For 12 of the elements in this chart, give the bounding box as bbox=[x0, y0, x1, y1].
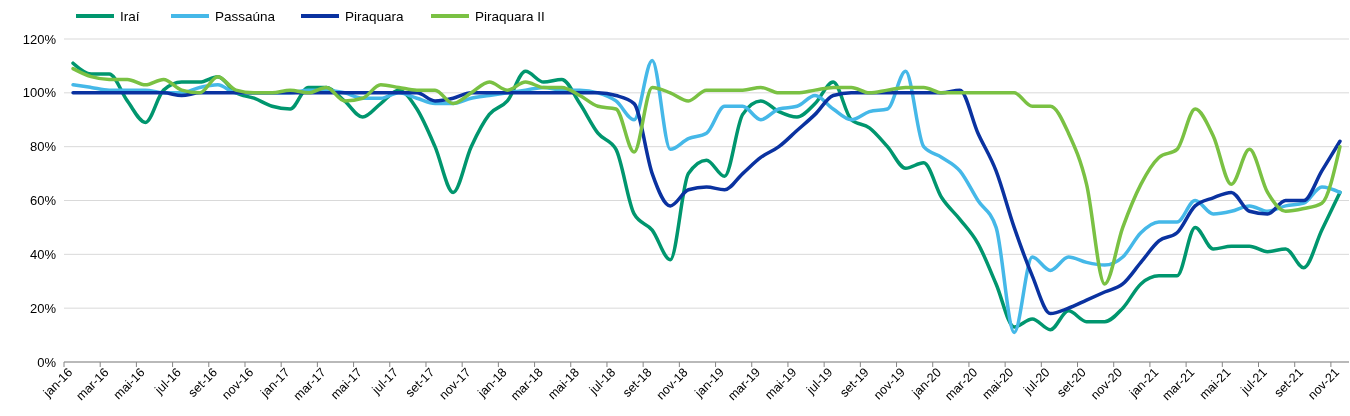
y-tick-label: 20% bbox=[29, 300, 57, 316]
legend-label: Iraí bbox=[120, 8, 140, 24]
y-tick-label: 100% bbox=[22, 85, 57, 101]
y-tick-label: 60% bbox=[29, 193, 57, 209]
legend-label: Piraquara bbox=[345, 8, 405, 24]
y-tick-label: 0% bbox=[37, 354, 57, 370]
y-tick-label: 40% bbox=[29, 246, 57, 262]
legend-label: Piraquara II bbox=[475, 8, 545, 24]
legend-label: Passaúna bbox=[215, 8, 276, 24]
line-series bbox=[71, 66, 1342, 286]
y-tick-label: 120% bbox=[22, 31, 57, 47]
y-tick-label: 80% bbox=[29, 139, 57, 155]
